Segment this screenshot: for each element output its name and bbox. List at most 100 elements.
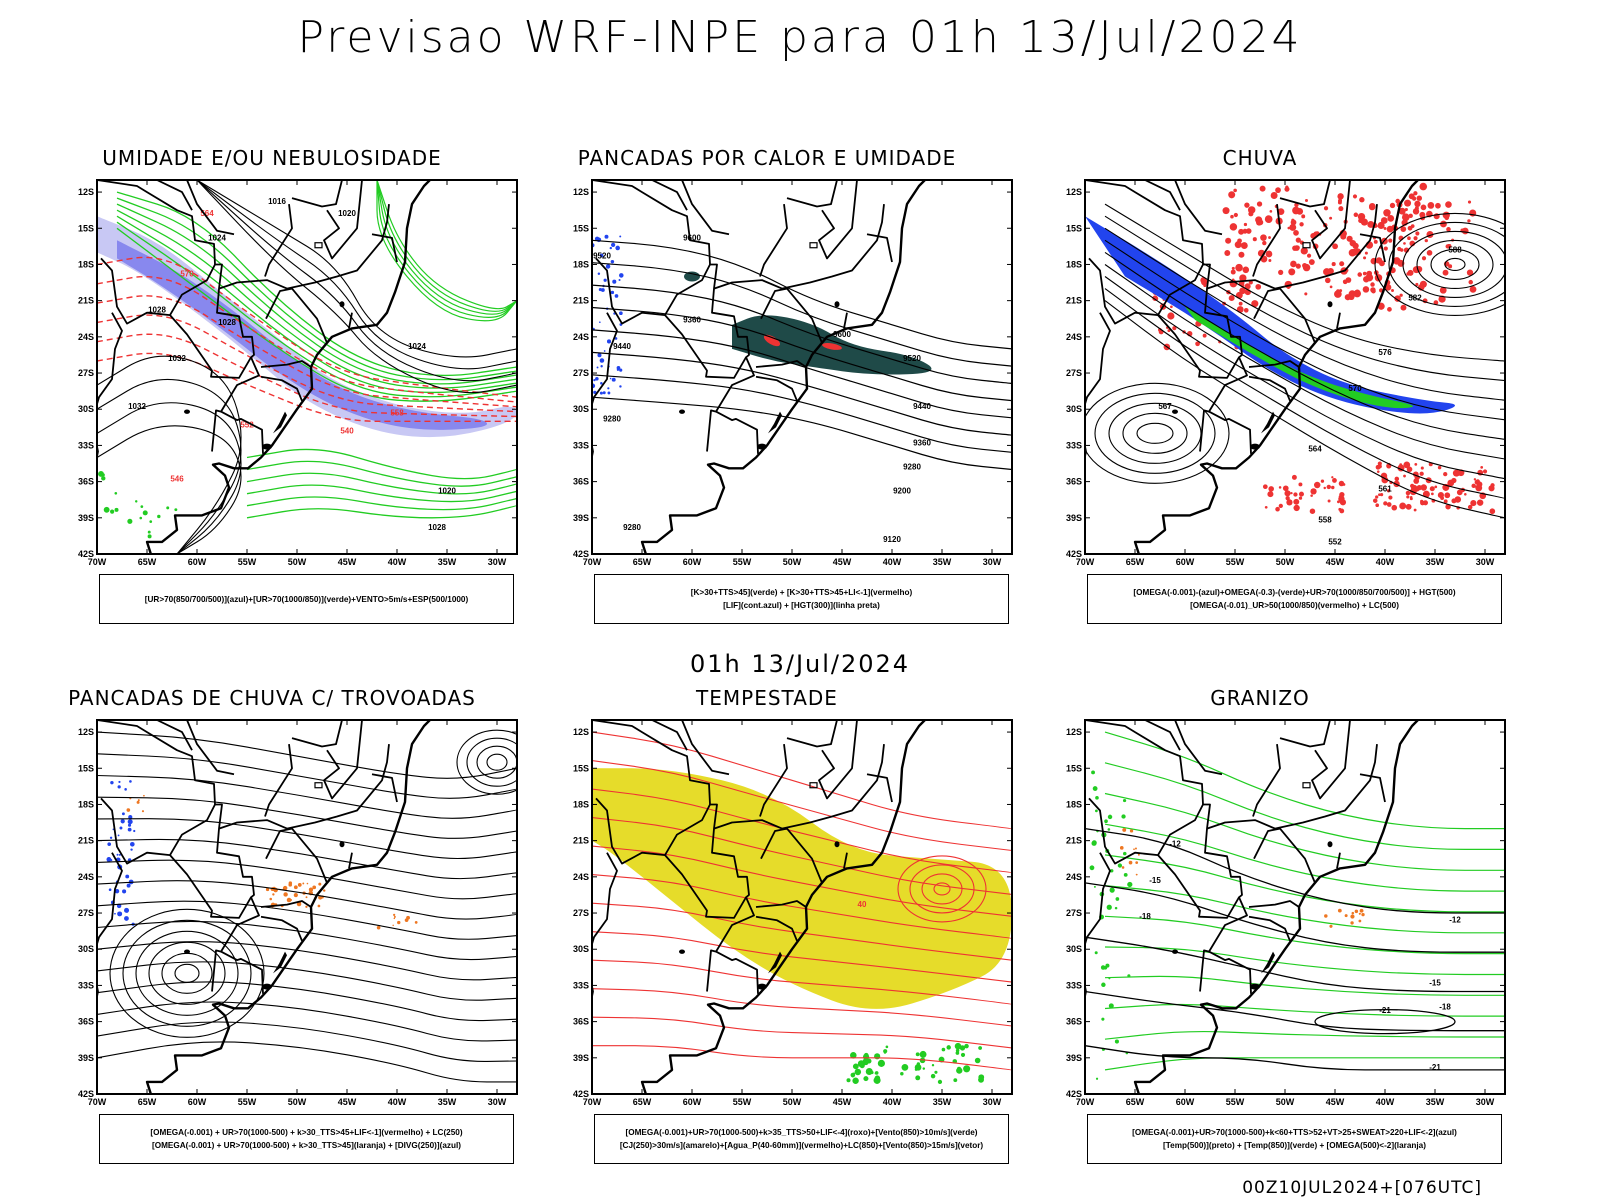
shaded-cell xyxy=(1350,921,1354,925)
shaded-cell xyxy=(955,1051,960,1055)
shaded-cell xyxy=(1225,237,1232,244)
shaded-cell xyxy=(1439,286,1447,294)
contour-line xyxy=(97,1021,517,1062)
shaded-cell xyxy=(1445,504,1451,510)
shaded-cell xyxy=(1243,307,1249,313)
shaded-cell xyxy=(1475,485,1478,489)
panel-legend: [OMEGA(-0.001)-(azul)+OMEGA(-0.3)-(verde… xyxy=(1087,574,1502,624)
streamline xyxy=(174,963,200,983)
streamline xyxy=(109,908,265,1038)
shaded-cell xyxy=(288,881,293,885)
lon-tick-label: 35W xyxy=(933,557,952,567)
shaded-cell xyxy=(1435,202,1441,209)
lat-tick-label: 33S xyxy=(1066,980,1082,990)
shaded-cell xyxy=(1295,237,1301,243)
contour-line xyxy=(1085,827,1505,914)
lat-tick-label: 18S xyxy=(78,799,94,809)
shaded-cell xyxy=(1427,202,1435,209)
shaded-cell xyxy=(1122,798,1127,803)
main-title: Previsao WRF-INPE para 01h 13/Jul/2024 xyxy=(297,12,1303,63)
shaded-cell xyxy=(1091,840,1097,846)
jet-stream-area xyxy=(592,768,1012,1009)
shaded-cell xyxy=(140,505,144,509)
contour-label: 9360 xyxy=(683,315,701,324)
run-info-footer: 00Z10JUL2024+[076UTC] xyxy=(1242,1178,1482,1198)
legend-line: [OMEGA(-0.001)-(azul)+OMEGA(-0.3)-(verde… xyxy=(1133,588,1456,597)
contour-label: 9280 xyxy=(623,523,641,532)
lon-tick-label: 30W xyxy=(1476,1097,1495,1107)
lat-tick-label: 21S xyxy=(1066,296,1082,306)
lat-tick-label: 12S xyxy=(78,187,94,197)
shaded-cell xyxy=(141,810,145,813)
shaded-cell xyxy=(1482,469,1488,474)
panel-legend: [OMEGA(-0.001) + UR>70(1000-500) + k>30_… xyxy=(99,1114,514,1164)
shaded-cell xyxy=(1290,219,1297,226)
shaded-cell xyxy=(900,1072,904,1076)
shaded-cell xyxy=(1348,249,1357,257)
lat-tick-label: 15S xyxy=(78,223,94,233)
shaded-cell xyxy=(125,874,130,879)
shaded-cell xyxy=(978,1046,982,1050)
shaded-cell xyxy=(1293,492,1298,497)
lon-tick-label: 50W xyxy=(783,557,802,567)
shaded-cell xyxy=(376,925,381,930)
shaded-cell xyxy=(931,1063,935,1067)
lat-tick-label: 12S xyxy=(78,727,94,737)
shaded-cell xyxy=(1265,250,1273,258)
contour-label: -18 xyxy=(1439,1003,1451,1012)
panel-pancadas-calor: PANCADAS POR CALOR E UMIDADE 9520 9600 9440… xyxy=(557,146,1013,624)
shaded-cell xyxy=(619,385,622,388)
lc-contour xyxy=(909,864,975,914)
shaded-cell xyxy=(137,799,140,802)
shaded-cell xyxy=(1238,301,1243,306)
contour-line xyxy=(246,496,517,511)
shaded-cell xyxy=(1426,250,1433,256)
shaded-cell xyxy=(1389,202,1396,209)
lat-tick-label: 33S xyxy=(1066,440,1082,450)
shaded-cell xyxy=(1324,277,1331,284)
shaded-cell xyxy=(1233,188,1237,193)
shaded-cell xyxy=(1243,222,1248,227)
shaded-cell xyxy=(114,491,118,495)
shaded-cell xyxy=(1352,242,1359,250)
shaded-cell xyxy=(1285,185,1289,189)
shaded-cell xyxy=(1358,919,1362,923)
shaded-cell xyxy=(600,288,605,292)
hgt-contour xyxy=(1444,257,1466,272)
shaded-cell xyxy=(1338,480,1345,487)
shaded-cell xyxy=(1419,211,1426,218)
contour-line xyxy=(116,215,517,394)
lon-tick-label: 65W xyxy=(138,557,157,567)
contour-line xyxy=(592,284,1012,385)
shaded-cell xyxy=(101,476,106,481)
lat-tick-label: 30S xyxy=(573,404,589,414)
shaded-cell xyxy=(1308,259,1315,266)
shaded-cell xyxy=(605,264,611,269)
panel-chuva: CHUVA 588 582 576 570 567 564 561 558 552 12S 15S 18… xyxy=(1050,146,1506,624)
panel-title: GRANIZO xyxy=(1210,686,1310,710)
contour-label: 1032 xyxy=(168,354,186,363)
shaded-cell xyxy=(1298,482,1303,487)
shaded-cell xyxy=(619,235,622,238)
shaded-cell xyxy=(874,1053,881,1060)
shaded-cell xyxy=(1304,292,1308,296)
panel-title: PANCADAS POR CALOR E UMIDADE xyxy=(577,146,957,170)
shaded-cell xyxy=(1167,329,1171,333)
shaded-cell xyxy=(166,506,170,510)
shaded-cell xyxy=(1293,504,1300,512)
panel-granizo: GRANIZO -12 -15 -18 -21 -12 -15 -18 -21 12S 15S 18S… xyxy=(1050,686,1506,1164)
shaded-cell xyxy=(1373,239,1378,244)
shaded-cell xyxy=(109,836,113,839)
contour-line xyxy=(1104,1003,1505,1017)
shaded-cell xyxy=(1405,490,1411,496)
shaded-cell xyxy=(1299,222,1304,227)
contour-label: -18 xyxy=(1139,912,1151,921)
shaded-cell xyxy=(915,1052,920,1057)
contour-line xyxy=(1104,239,1505,421)
legend-line: [OMEGA(-0.001)+UR>70(1000-500)+k<60+TTS>… xyxy=(1132,1128,1457,1137)
shaded-cell xyxy=(1293,230,1299,236)
contour-label: 9280 xyxy=(603,414,621,423)
contour-label: 9600 xyxy=(833,330,851,339)
contour-label: 546 xyxy=(170,475,184,484)
